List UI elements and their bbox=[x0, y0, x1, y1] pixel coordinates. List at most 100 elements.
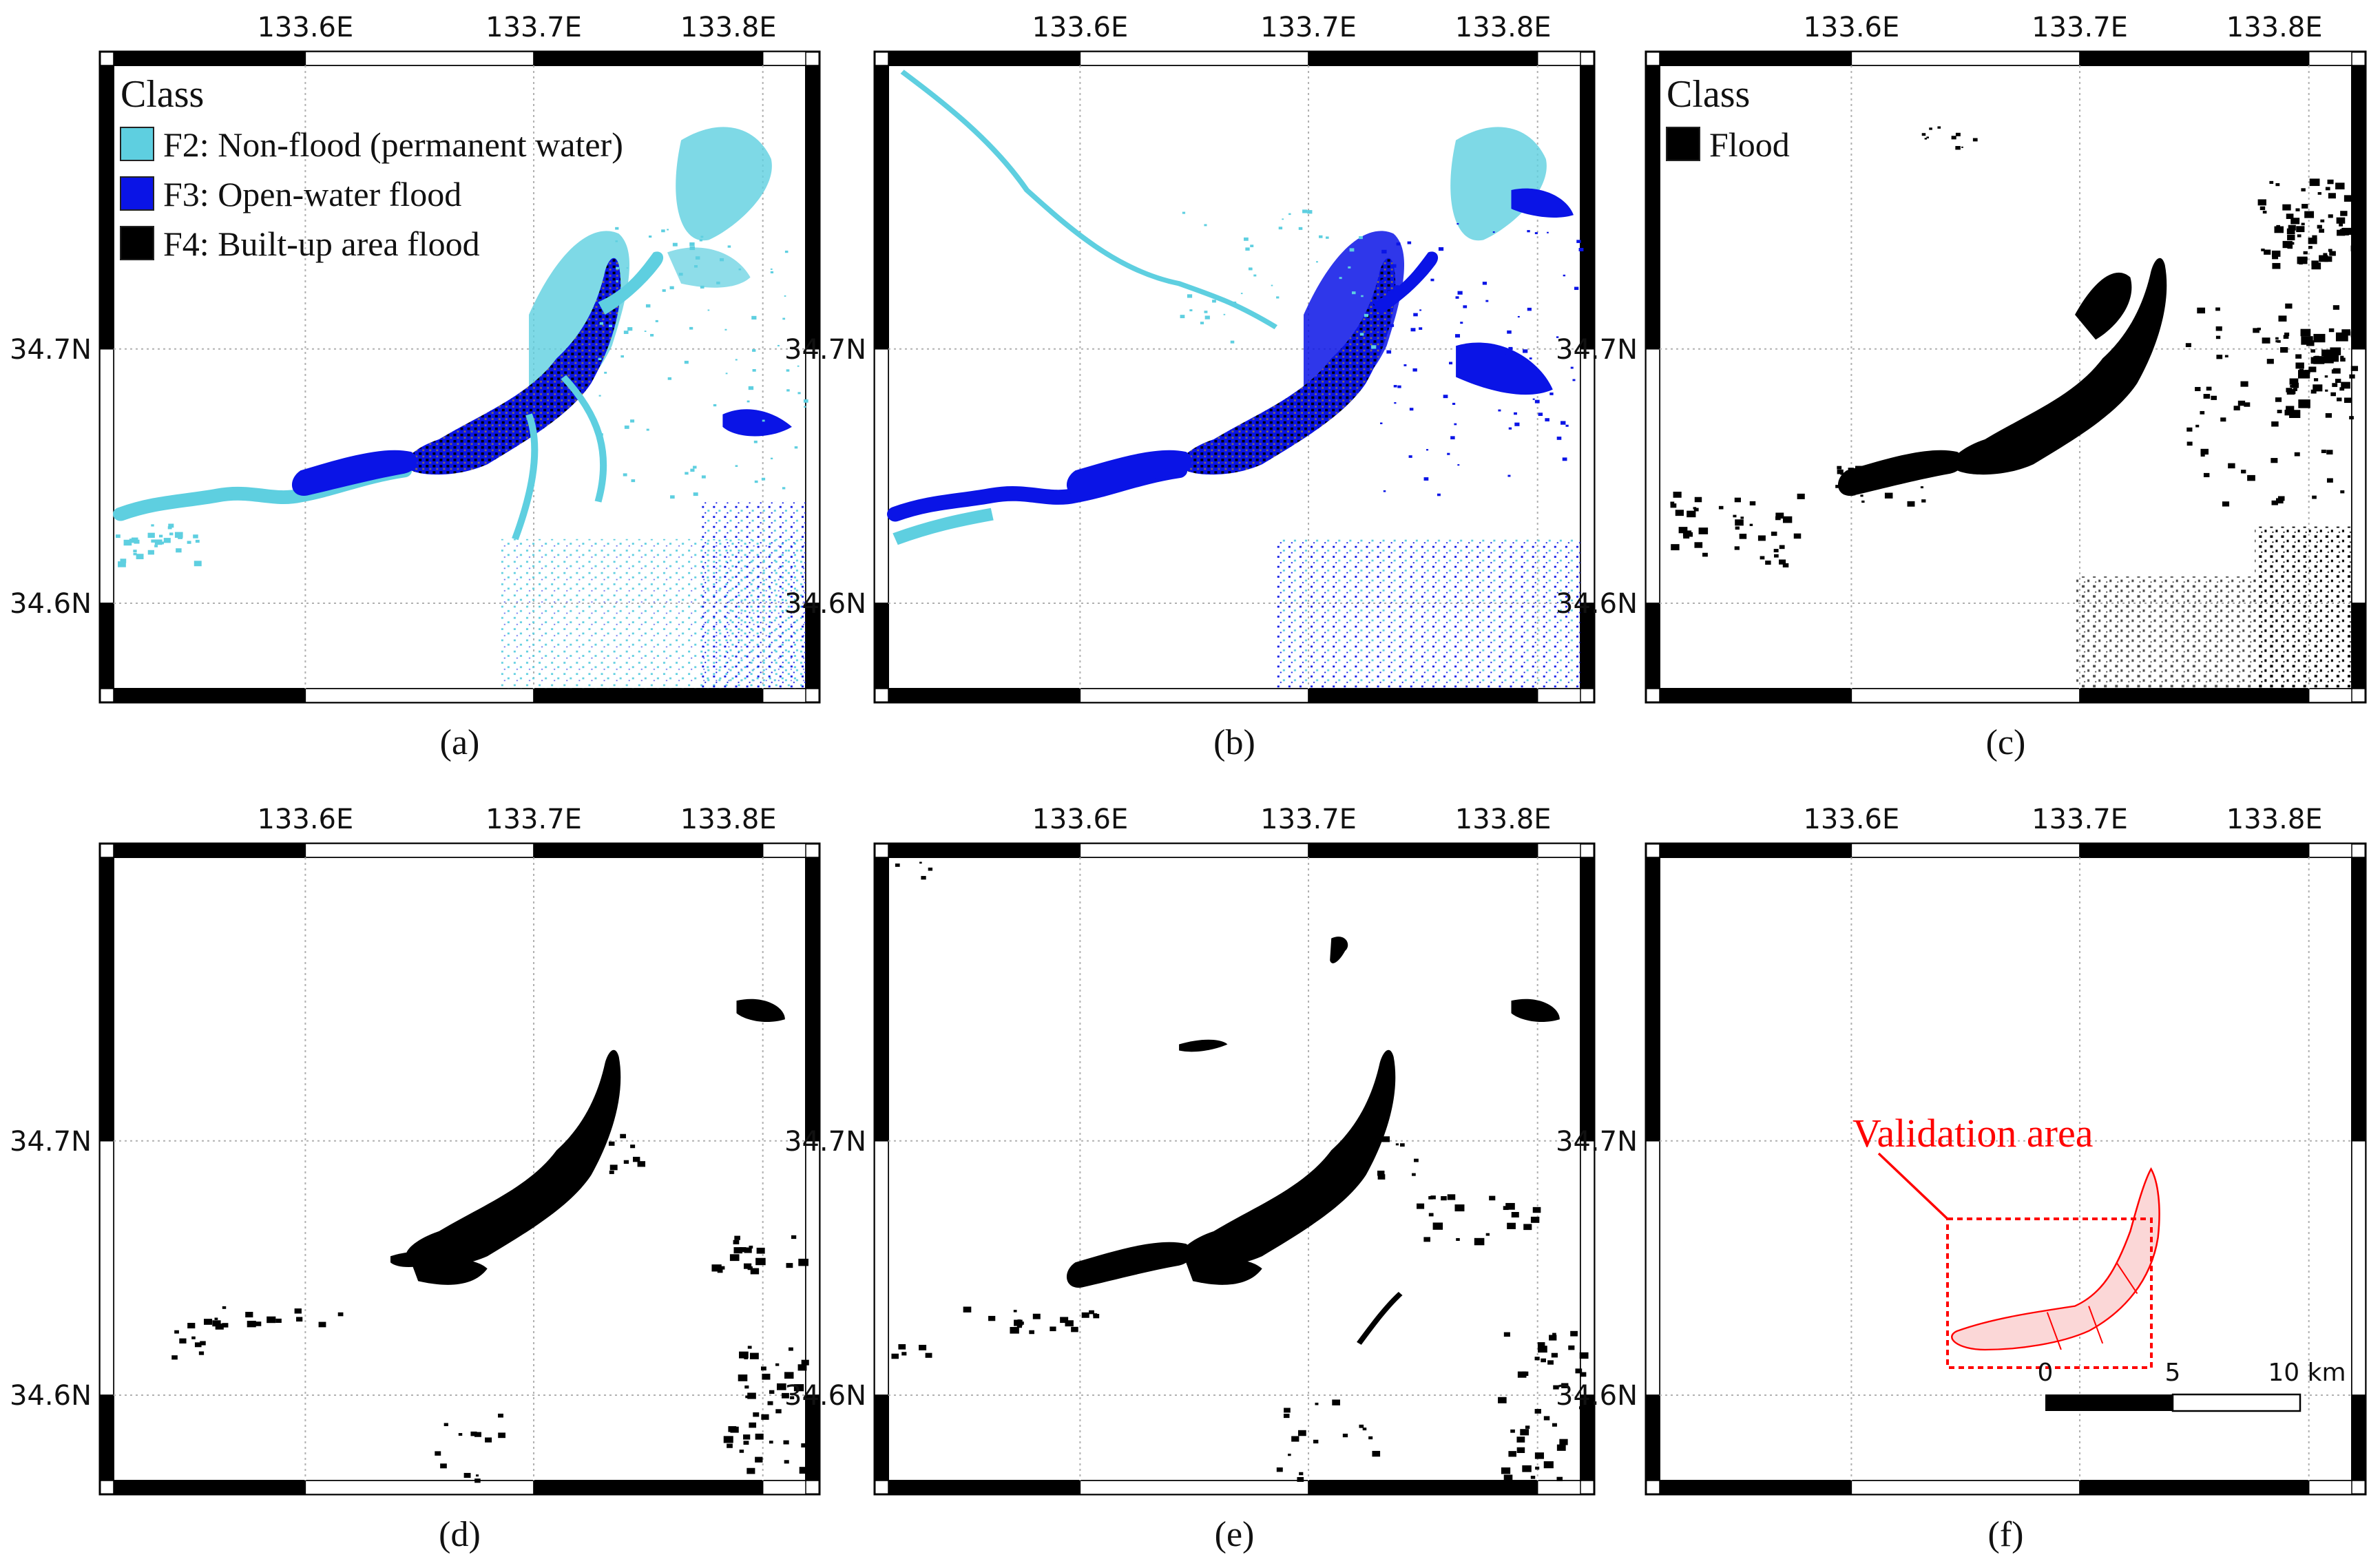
latitude-label: 34.7N bbox=[10, 334, 92, 366]
frame-segment bbox=[99, 348, 114, 604]
frame-segment bbox=[99, 65, 114, 350]
legend-swatch bbox=[120, 226, 154, 260]
frame-segment bbox=[1659, 688, 1852, 703]
frame-segment bbox=[2308, 51, 2352, 66]
validation-area-label: Validation area bbox=[1852, 1111, 2093, 1156]
frame-segment bbox=[1850, 688, 2080, 703]
frame-segment bbox=[1079, 688, 1309, 703]
frame-segment bbox=[762, 51, 806, 66]
longitude-label: 133.7E bbox=[486, 804, 582, 835]
longitude-label: 133.8E bbox=[1455, 12, 1552, 43]
panel-caption: (b) bbox=[1213, 723, 1255, 762]
frame-segment bbox=[762, 688, 806, 703]
frame-segment bbox=[2351, 348, 2366, 604]
validation-leader-line bbox=[1877, 1152, 1949, 1220]
map-panel-f: 133.6E 133.7E 133.8E 34.7N 34.6N (f) Validatio… bbox=[1556, 804, 2367, 1554]
frame-segment bbox=[888, 688, 1081, 703]
frame-segment bbox=[1308, 1480, 1538, 1495]
frame-segment bbox=[99, 1140, 114, 1396]
longitude-label: 133.8E bbox=[2226, 12, 2323, 43]
longitude-label: 133.7E bbox=[486, 12, 582, 43]
frame-segment bbox=[533, 843, 764, 858]
panel-caption: (d) bbox=[439, 1515, 481, 1554]
frame-segment bbox=[2079, 688, 2310, 703]
frame-segment bbox=[2351, 857, 2366, 1142]
frame-segment bbox=[2351, 1140, 2366, 1396]
frame-segment bbox=[99, 857, 114, 1142]
longitude-label: 133.8E bbox=[680, 804, 777, 835]
frame-segment bbox=[1659, 51, 1852, 66]
longitude-label: 133.6E bbox=[1803, 804, 1899, 835]
frame-segment bbox=[113, 843, 306, 858]
validation-polygon bbox=[1951, 1167, 2160, 1351]
panel-caption: (e) bbox=[1215, 1515, 1255, 1554]
map-panel-b: 133.6E 133.7E 133.8E 34.7N 34.6N (b) bbox=[784, 12, 1596, 762]
frame-segment bbox=[805, 857, 820, 1142]
map-panel-c: 133.6E 133.7E 133.8E 34.7N 34.6N (c) Class Floo… bbox=[1556, 12, 2367, 762]
frame-segment bbox=[2351, 1394, 2366, 1481]
frame-segment bbox=[1659, 1480, 1852, 1495]
frame-segment bbox=[1850, 843, 2080, 858]
frame-segment bbox=[805, 1140, 820, 1396]
frame-segment bbox=[874, 603, 889, 689]
frame-segment bbox=[1308, 51, 1538, 66]
validation-box bbox=[1946, 1217, 2153, 1369]
frame-segment bbox=[762, 1480, 806, 1495]
longitude-label: 133.6E bbox=[1032, 804, 1128, 835]
longitude-label: 133.6E bbox=[1032, 12, 1128, 43]
legend-swatch bbox=[1666, 127, 1700, 161]
frame-segment bbox=[2351, 65, 2366, 350]
frame-segment bbox=[2079, 843, 2310, 858]
map-panel-d: 133.6E 133.7E 133.8E 34.7N 34.6N (d) bbox=[10, 804, 821, 1554]
frame-segment bbox=[2308, 843, 2352, 858]
frame-segment bbox=[805, 348, 820, 604]
legend-item-label: Flood bbox=[1709, 125, 1790, 164]
frame-segment bbox=[2351, 603, 2366, 689]
latitude-label: 34.7N bbox=[1556, 334, 1638, 366]
longitude-label: 133.8E bbox=[1455, 804, 1552, 835]
frame-segment bbox=[1536, 688, 1581, 703]
longitude-label: 133.6E bbox=[257, 804, 353, 835]
frame-segment bbox=[1580, 65, 1595, 350]
frame-segment bbox=[304, 1480, 534, 1495]
longitude-label: 133.8E bbox=[2226, 804, 2323, 835]
scalebar-label: 5 bbox=[2165, 1359, 2181, 1387]
frame-segment bbox=[1645, 857, 1660, 1142]
frame-segment bbox=[1308, 688, 1538, 703]
frame-segment bbox=[99, 1394, 114, 1481]
frame-segment bbox=[99, 603, 114, 689]
frame-segment bbox=[1308, 843, 1538, 858]
frame-segment bbox=[1580, 348, 1595, 604]
frame-segment bbox=[2308, 688, 2352, 703]
map-content bbox=[171, 999, 809, 1483]
latitude-label: 34.7N bbox=[784, 1126, 866, 1158]
frame-segment bbox=[533, 1480, 764, 1495]
frame-segment bbox=[805, 1394, 820, 1481]
frame-segment bbox=[1850, 1480, 2080, 1495]
frame-segment bbox=[1580, 857, 1595, 1142]
legend-item-label: F3: Open-water flood bbox=[163, 175, 461, 213]
panel-caption: (c) bbox=[1986, 723, 2026, 762]
map-content bbox=[891, 861, 1589, 1483]
latitude-label: 34.6N bbox=[1556, 1380, 1638, 1412]
frame-segment bbox=[874, 857, 889, 1142]
map-content bbox=[112, 127, 808, 689]
frame-segment bbox=[1645, 1140, 1660, 1396]
frame-segment bbox=[888, 51, 1081, 66]
legend-title: Class bbox=[121, 73, 204, 116]
latitude-label: 34.6N bbox=[10, 588, 92, 620]
frame-segment bbox=[1580, 1394, 1595, 1481]
longitude-label: 133.7E bbox=[1260, 804, 1357, 835]
longitude-label: 133.6E bbox=[1803, 12, 1899, 43]
frame-segment bbox=[533, 51, 764, 66]
panel-caption: (f) bbox=[1988, 1515, 2024, 1554]
frame-segment bbox=[1536, 1480, 1581, 1495]
frame-segment bbox=[888, 1480, 1081, 1495]
map-content bbox=[886, 70, 1584, 689]
frame-segment bbox=[113, 1480, 306, 1495]
frame-segment bbox=[888, 843, 1081, 858]
frame-segment bbox=[533, 688, 764, 703]
legend-swatch bbox=[120, 176, 154, 211]
frame-segment bbox=[1645, 1394, 1660, 1481]
latitude-label: 34.6N bbox=[784, 588, 866, 620]
